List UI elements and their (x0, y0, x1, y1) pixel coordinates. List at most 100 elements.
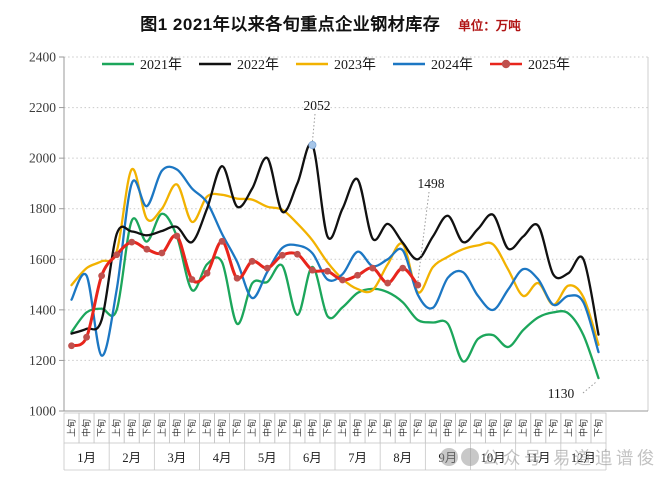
data-point-marker (68, 342, 75, 350)
y-tick-label: 1800 (29, 201, 56, 216)
data-point-marker (173, 232, 181, 240)
x-period-label: 中旬 (81, 419, 92, 437)
x-month-label: 10月 (481, 451, 506, 465)
data-point-marker (143, 245, 151, 253)
x-month-label: 11月 (526, 451, 551, 465)
x-period-label: 上旬 (66, 419, 77, 437)
data-point-marker (188, 276, 196, 283)
x-month-label: 8月 (393, 451, 412, 465)
series-line-2024年 (70, 165, 600, 357)
x-period-label: 上旬 (156, 419, 167, 437)
x-period-label: 上旬 (472, 419, 483, 437)
annotation-leader (417, 191, 430, 282)
chart-title: 图1 2021年以来各旬重点企业钢材库存 (140, 15, 441, 34)
x-period-label: 中旬 (126, 419, 137, 437)
data-point-marker (98, 272, 106, 280)
annotation-label-1130: 1130 (548, 386, 575, 401)
annotation-label-2052: 2052 (304, 98, 331, 113)
x-month-label: 12月 (571, 451, 596, 465)
y-tick-label: 2000 (29, 151, 56, 166)
wechat-face-icon (461, 448, 479, 466)
annotation-leader (582, 381, 597, 394)
x-month-label: 2月 (122, 451, 141, 465)
x-period-label: 下旬 (457, 419, 468, 437)
x-month-label: 3月 (168, 451, 187, 465)
annotation-leader (311, 113, 316, 142)
x-period-label: 中旬 (442, 419, 453, 437)
x-period-label: 下旬 (412, 419, 423, 437)
x-period-label: 上旬 (291, 419, 302, 437)
legend-label: 2025年 (528, 57, 570, 73)
data-point-marker (248, 257, 256, 265)
wechat-face-icon (440, 448, 458, 466)
data-point-marker (354, 271, 361, 279)
legend-label: 2021年 (140, 57, 182, 73)
x-period-label: 下旬 (276, 419, 287, 437)
x-month-label: 1月 (77, 451, 96, 465)
annotation-label-1498: 1498 (418, 176, 445, 191)
watermark-text: 公众号 易道追谱俊 (482, 448, 658, 468)
x-period-label: 中旬 (216, 419, 227, 437)
x-period-label: 下旬 (141, 419, 152, 437)
x-period-label: 下旬 (231, 419, 242, 437)
annotation-point-marker (308, 140, 317, 149)
data-point-marker (203, 269, 211, 277)
legend-label: 2024年 (431, 57, 473, 73)
x-period-label: 下旬 (321, 419, 332, 437)
data-point-marker (384, 279, 392, 287)
x-period-label: 中旬 (532, 419, 543, 437)
x-period-label: 中旬 (261, 419, 272, 437)
x-period-label: 上旬 (111, 419, 122, 437)
y-tick-label: 1200 (29, 353, 56, 368)
x-period-label: 中旬 (352, 419, 363, 437)
data-point-marker (414, 281, 422, 289)
x-period-label: 上旬 (201, 419, 212, 437)
data-point-marker (233, 274, 241, 282)
unit-label: 单位：万吨 (458, 19, 521, 33)
data-point-marker (339, 276, 346, 284)
data-point-marker (369, 264, 377, 272)
data-point-marker (324, 267, 331, 275)
x-month-label: 4月 (213, 451, 232, 465)
series-line-2022年 (70, 142, 600, 336)
x-period-label: 中旬 (577, 419, 588, 437)
x-period-label: 上旬 (382, 419, 393, 437)
x-period-label: 上旬 (517, 419, 528, 437)
x-period-label: 中旬 (306, 419, 317, 437)
series-line-2021年 (70, 212, 600, 380)
y-tick-label: 2400 (29, 50, 56, 65)
period-cell (590, 412, 607, 444)
series-line-2023年 (70, 168, 600, 346)
data-point-marker (218, 237, 226, 245)
chart-header: 图1 2021年以来各旬重点企业钢材库存 单位：万吨 (0, 10, 661, 35)
x-month-label: 5月 (258, 451, 277, 465)
data-point-marker (309, 266, 316, 274)
y-tick-label: 1600 (29, 252, 56, 267)
x-period-label: 下旬 (502, 419, 513, 437)
x-period-label: 下旬 (592, 419, 603, 437)
data-point-marker (399, 264, 407, 272)
x-month-label: 6月 (303, 451, 322, 465)
x-period-label: 上旬 (427, 419, 438, 437)
x-period-label: 上旬 (246, 419, 257, 437)
x-period-label: 下旬 (186, 419, 197, 437)
data-point-marker (293, 250, 301, 258)
x-period-label: 中旬 (171, 419, 182, 437)
data-point-marker (263, 264, 271, 272)
x-period-label: 下旬 (367, 419, 378, 437)
legend-label: 2023年 (334, 57, 376, 73)
data-point-marker (278, 251, 286, 259)
x-period-label: 下旬 (547, 419, 558, 437)
x-period-label: 下旬 (96, 419, 107, 437)
x-period-label: 中旬 (397, 419, 408, 437)
x-period-label: 上旬 (562, 419, 573, 437)
legend-marker-dot (501, 59, 511, 69)
data-point-marker (158, 249, 166, 257)
y-tick-label: 2200 (29, 100, 56, 115)
data-point-marker (113, 251, 121, 259)
y-tick-label: 1400 (29, 302, 56, 317)
data-point-marker (128, 238, 136, 246)
y-tick-label: 1000 (29, 404, 56, 419)
